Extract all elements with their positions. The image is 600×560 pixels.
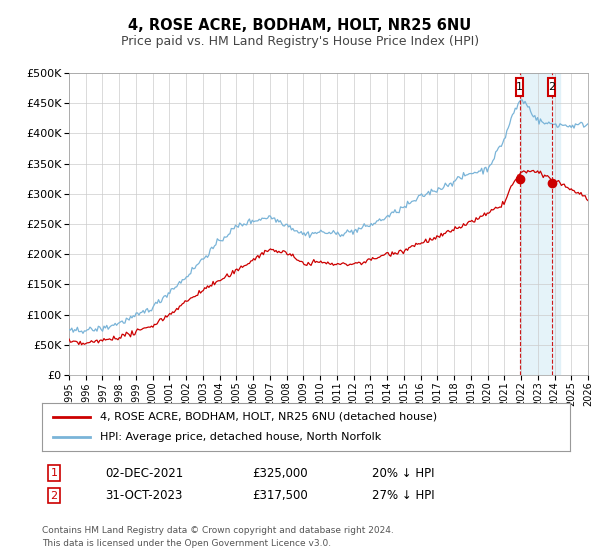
Text: 4, ROSE ACRE, BODHAM, HOLT, NR25 6NU (detached house): 4, ROSE ACRE, BODHAM, HOLT, NR25 6NU (de… [100, 412, 437, 422]
Text: 2: 2 [50, 491, 58, 501]
Text: HPI: Average price, detached house, North Norfolk: HPI: Average price, detached house, Nort… [100, 432, 382, 442]
Text: 20% ↓ HPI: 20% ↓ HPI [372, 466, 434, 480]
Bar [520, 73, 560, 375]
Text: 1: 1 [50, 468, 58, 478]
Bar [516, 78, 523, 96]
Text: 2: 2 [548, 82, 555, 92]
Bar [548, 78, 556, 96]
Text: This data is licensed under the Open Government Licence v3.0.: This data is licensed under the Open Gov… [42, 539, 331, 548]
Text: 31-OCT-2023: 31-OCT-2023 [105, 489, 182, 502]
Text: £317,500: £317,500 [252, 489, 308, 502]
Text: £325,000: £325,000 [252, 466, 308, 480]
Text: 4, ROSE ACRE, BODHAM, HOLT, NR25 6NU: 4, ROSE ACRE, BODHAM, HOLT, NR25 6NU [128, 18, 472, 32]
Text: Contains HM Land Registry data © Crown copyright and database right 2024.: Contains HM Land Registry data © Crown c… [42, 526, 394, 535]
Text: 02-DEC-2021: 02-DEC-2021 [105, 466, 183, 480]
Text: 1: 1 [516, 82, 523, 92]
Text: 27% ↓ HPI: 27% ↓ HPI [372, 489, 434, 502]
Text: Price paid vs. HM Land Registry's House Price Index (HPI): Price paid vs. HM Land Registry's House … [121, 35, 479, 49]
